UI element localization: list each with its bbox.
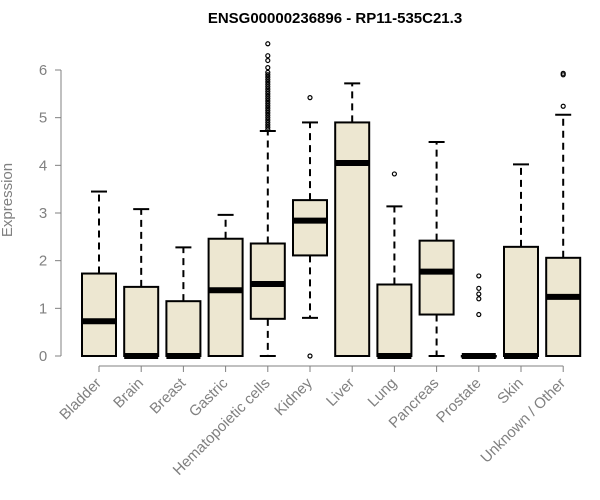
outlier-point [265,119,271,126]
y-tick-label: 4 [39,157,47,174]
outlier-point [560,70,566,76]
y-tick-label: 6 [39,62,47,79]
box-liver [334,82,371,357]
box-gastric [207,213,244,358]
y-tick-label: 5 [39,110,47,127]
box-pancreas [418,140,455,357]
x-tick-label: Brain [110,375,147,412]
x-tick-label: Breast [147,374,190,417]
y-tick-label: 0 [39,348,47,365]
x-tick-label: Lung [365,375,401,411]
outlier-point [265,93,271,99]
outlier-point [265,74,271,80]
outlier-point [265,122,271,128]
outlier-point [265,105,271,111]
outlier-point [265,98,271,104]
outlier-point [265,69,271,75]
outlier-point [265,84,271,90]
outlier-point [476,291,482,297]
outlier-point [307,95,313,101]
box-body [334,121,371,357]
outlier-point [265,86,271,92]
outlier-point [476,311,482,318]
box-hematopoietic-cells [249,41,286,357]
outlier-point [265,112,271,118]
chart-title: ENSG00000236896 - RP11-535C21.3 [208,10,462,27]
outlier-point [265,53,271,59]
outlier-point [560,103,566,109]
y-tick-label: 3 [39,205,47,222]
box-body [545,256,582,358]
outlier-point [265,103,271,109]
outlier-point [265,79,271,85]
box-skin [503,163,539,359]
box-body [207,237,244,358]
box-body [165,300,202,357]
x-tick-label: Kidney [271,374,316,419]
outlier-point [265,41,271,47]
x-tick-label: Bladder [56,375,105,424]
box-bladder [81,190,117,357]
outlier-point [265,91,271,97]
outlier-point [265,110,271,116]
y-tick-label: 1 [39,300,47,317]
box-kidney [292,95,328,359]
box-group [81,41,582,359]
outlier-point [476,273,482,279]
outlier-point [265,65,271,71]
box-unknown-other [545,70,582,358]
box-body [81,272,117,357]
outlier-point [265,117,271,123]
outlier-point [391,171,397,177]
outlier-point [265,88,271,95]
outlier-point [265,126,271,133]
x-tick-label: Skin [494,375,527,408]
box-body [418,239,455,316]
outlier-point [265,95,271,102]
outlier-point [265,76,271,83]
box-brain [123,208,160,359]
x-tick-label: Prostate [433,375,485,427]
outlier-point [265,57,271,64]
box-breast [165,246,202,359]
outlier-point [476,285,482,291]
x-tick-label: Liver [323,375,358,410]
box-body [292,199,328,257]
outlier-point [265,72,271,78]
outlier-point [265,81,271,87]
outlier-point [307,353,313,359]
box-lung [376,171,413,359]
outlier-point [476,296,482,302]
outlier-point [265,124,271,130]
box-prostate [460,273,497,359]
outlier-point [265,100,271,106]
outlier-point [265,115,271,121]
y-tick-label: 2 [39,253,47,270]
outlier-point [265,107,271,114]
box-body [503,245,539,358]
y-axis-label: Expression [0,163,16,237]
box-body [376,283,413,357]
y-axis: 0 1 2 3 4 5 6 [39,62,62,365]
box-body [123,285,160,357]
